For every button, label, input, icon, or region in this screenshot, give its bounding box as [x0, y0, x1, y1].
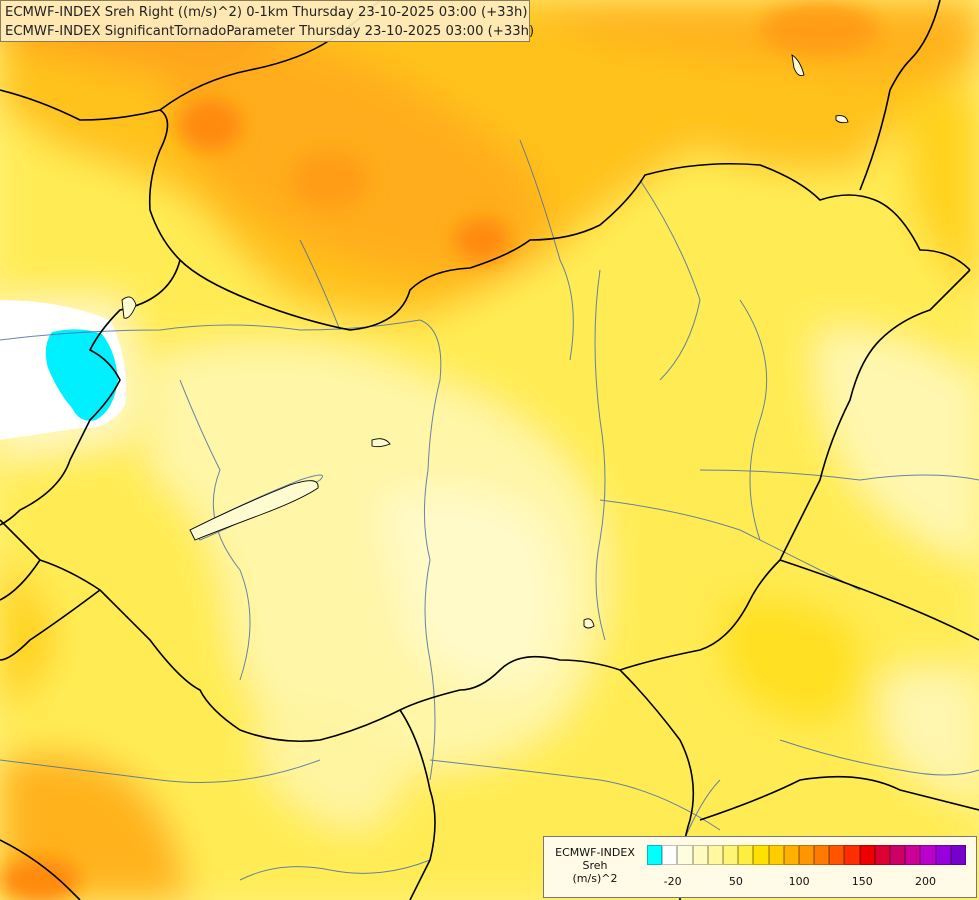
- color-legend: ECMWF-INDEX Sreh (m/s)^2 -20501001502002…: [543, 836, 979, 898]
- legend-tick-labels: -2050100150200250300400500700: [647, 875, 979, 889]
- legend-swatch: [707, 845, 723, 865]
- legend-swatch: [935, 845, 951, 865]
- rivers: [0, 139, 979, 881]
- legend-swatch: [662, 845, 678, 865]
- legend-swatch: [859, 845, 875, 865]
- legend-swatch: [647, 845, 663, 865]
- map-title-box: ECMWF-INDEX Sreh Right ((m/s)^2) 0-1km T…: [0, 0, 535, 42]
- legend-title-variable: Sreh: [582, 859, 608, 872]
- legend-swatch: [814, 845, 830, 865]
- legend-swatch: [722, 845, 739, 865]
- legend-tick-label: -20: [663, 875, 682, 888]
- legend-tick-label: 100: [788, 875, 810, 888]
- legend-tick-label: 200: [915, 875, 937, 888]
- legend-title: ECMWF-INDEX Sreh (m/s)^2: [548, 846, 642, 885]
- legend-swatch: [829, 845, 845, 865]
- legend-swatch: [692, 845, 708, 865]
- map-title-line-1: ECMWF-INDEX Sreh Right ((m/s)^2) 0-1km T…: [5, 5, 528, 20]
- legend-tick-label: 150: [851, 875, 873, 888]
- legend-swatch: [950, 845, 966, 865]
- legend-title-source: ECMWF-INDEX: [555, 846, 635, 859]
- legend-swatch: [677, 845, 693, 865]
- legend-swatch: [753, 845, 769, 865]
- legend-swatch: [798, 845, 815, 865]
- legend-swatch: [738, 845, 754, 865]
- legend-swatch: [890, 845, 906, 865]
- legend-color-scale: [647, 845, 966, 865]
- legend-swatch: [874, 845, 890, 865]
- legend-title-unit: (m/s)^2: [572, 872, 618, 885]
- map-title-line-2: ECMWF-INDEX SignificantTornadoParameter …: [5, 24, 535, 39]
- lakes: [121, 54, 849, 629]
- legend-swatch: [768, 845, 784, 865]
- negative-value-area: [45, 329, 118, 421]
- legend-swatch: [920, 845, 936, 865]
- legend-swatch: [844, 845, 860, 865]
- legend-tick-label: 50: [728, 875, 743, 888]
- legend-swatch: [783, 845, 799, 865]
- legend-swatch: [905, 845, 921, 865]
